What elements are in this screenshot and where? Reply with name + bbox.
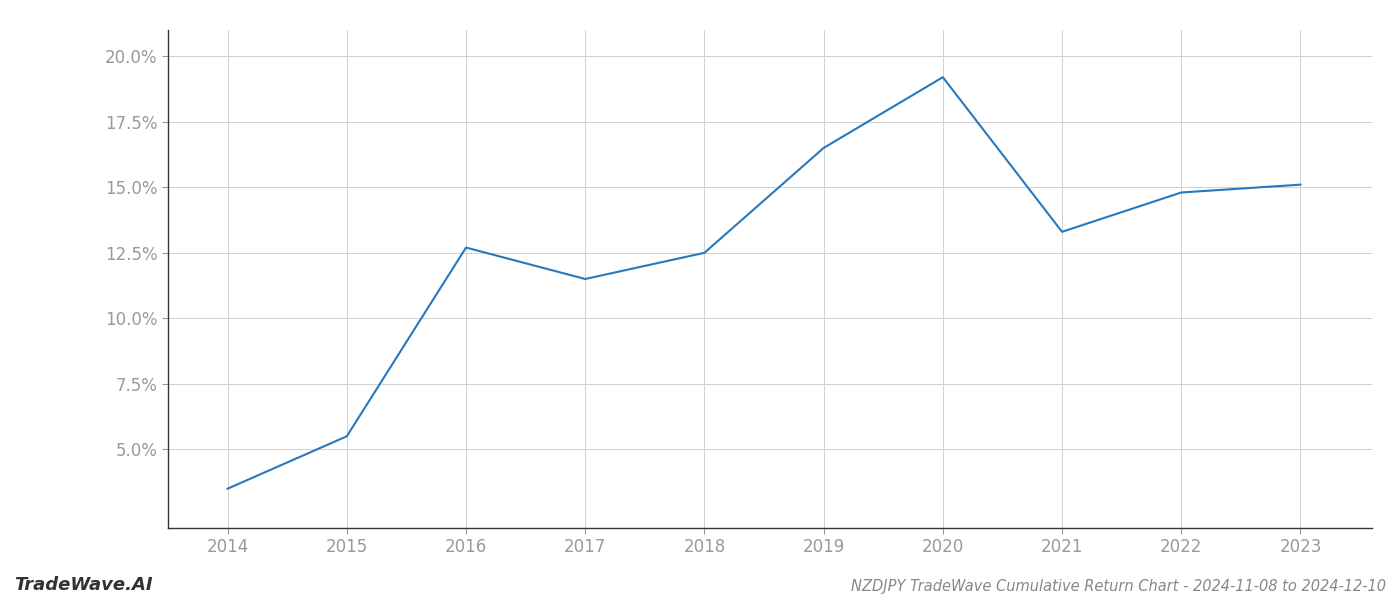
- Text: TradeWave.AI: TradeWave.AI: [14, 576, 153, 594]
- Text: NZDJPY TradeWave Cumulative Return Chart - 2024-11-08 to 2024-12-10: NZDJPY TradeWave Cumulative Return Chart…: [851, 579, 1386, 594]
